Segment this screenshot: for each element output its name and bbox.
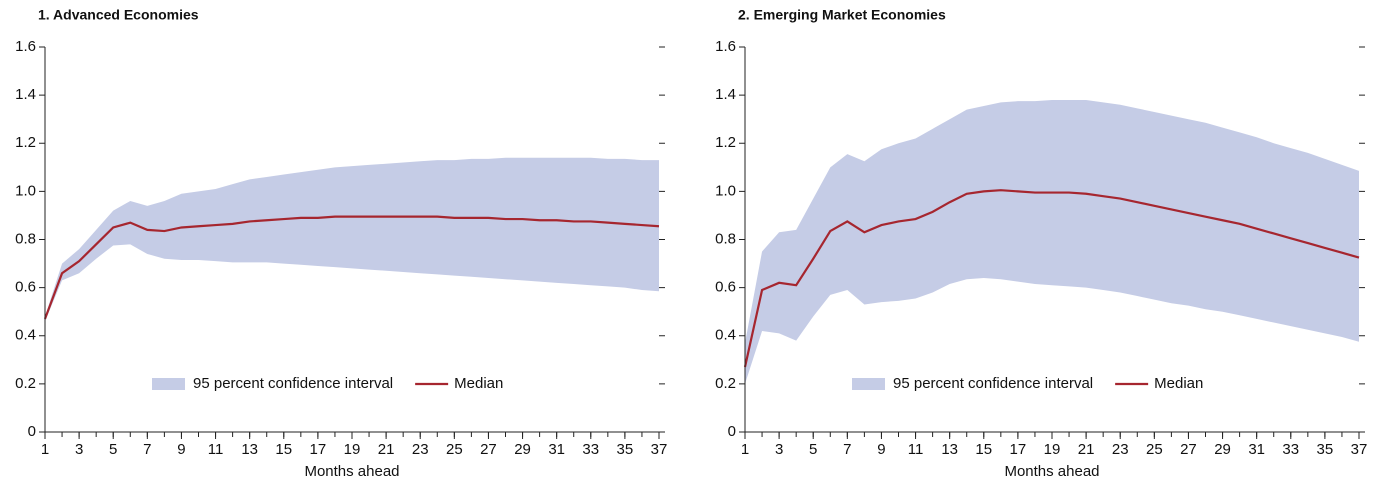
- x-tick-label: 27: [480, 441, 497, 458]
- x-tick-label: 37: [1351, 441, 1368, 458]
- y-tick-label: 1.4: [715, 86, 736, 103]
- x-tick-label: 23: [412, 441, 429, 458]
- y-tick-label: 0.8: [15, 230, 36, 247]
- x-tick-label: 21: [378, 441, 395, 458]
- median-line: [743, 189, 1360, 368]
- panel-title: 2. Emerging Market Economies: [738, 7, 946, 23]
- y-tick-label: 0.4: [715, 327, 736, 344]
- x-tick-label: 9: [177, 441, 185, 458]
- x-tick-label: 17: [310, 441, 327, 458]
- x-tick-label: 15: [975, 441, 992, 458]
- y-tick-label: 1.2: [715, 134, 736, 151]
- y-tick-label: 1.0: [715, 182, 736, 199]
- x-tick-label: 7: [143, 441, 151, 458]
- confidence-band: [45, 157, 659, 322]
- x-tick-label: 11: [208, 441, 224, 458]
- legend-label: Median: [1154, 375, 1203, 392]
- median-line: [43, 215, 660, 320]
- x-tick-label: 25: [1146, 441, 1163, 458]
- y-tick-label: 1.0: [15, 182, 36, 199]
- y-tick-label: 0: [28, 423, 36, 440]
- x-tick-label: 1: [741, 441, 749, 458]
- x-tick-label: 23: [1112, 441, 1129, 458]
- y-tick-label: 1.6: [15, 38, 36, 55]
- y-tick-label: 0: [728, 423, 736, 440]
- x-tick-label: 29: [514, 441, 531, 458]
- x-tick-label: 21: [1078, 441, 1095, 458]
- x-tick-label: 33: [582, 441, 599, 458]
- y-tick-label: 1.4: [15, 86, 36, 103]
- x-tick-label: 35: [1317, 441, 1334, 458]
- panel-title: 1. Advanced Economies: [38, 7, 199, 23]
- x-tick-label: 15: [275, 441, 292, 458]
- x-axis-label: Months ahead: [1004, 463, 1099, 480]
- x-tick-label: 27: [1180, 441, 1197, 458]
- x-tick-label: 17: [1010, 441, 1027, 458]
- x-tick-label: 37: [651, 441, 668, 458]
- x-tick-label: 7: [843, 441, 851, 458]
- x-tick-label: 5: [809, 441, 817, 458]
- x-tick-label: 35: [617, 441, 634, 458]
- y-tick-label: 1.2: [15, 134, 36, 151]
- y-tick-label: 0.6: [15, 279, 36, 296]
- x-tick-label: 25: [446, 441, 463, 458]
- x-axis-label: Months ahead: [304, 463, 399, 480]
- x-tick-label: 9: [877, 441, 885, 458]
- x-tick-label: 13: [241, 441, 258, 458]
- x-tick-label: 5: [109, 441, 117, 458]
- x-tick-label: 11: [908, 441, 924, 458]
- y-tick-label: 0.2: [715, 375, 736, 392]
- confidence-band: [745, 99, 1359, 384]
- y-tick-label: 0.6: [715, 279, 736, 296]
- x-tick-label: 33: [1282, 441, 1299, 458]
- x-tick-label: 29: [1214, 441, 1231, 458]
- y-tick-label: 0.2: [15, 375, 36, 392]
- x-tick-label: 19: [344, 441, 361, 458]
- legend-swatch-band: [852, 378, 885, 390]
- legend-label: 95 percent confidence interval: [893, 375, 1093, 392]
- legend-swatch-band: [152, 378, 185, 390]
- y-tick-label: 0.8: [715, 230, 736, 247]
- legend-label: Median: [454, 375, 503, 392]
- x-tick-label: 3: [775, 441, 783, 458]
- x-tick-label: 31: [1248, 441, 1265, 458]
- y-tick-label: 1.6: [715, 38, 736, 55]
- y-tick-label: 0.4: [15, 327, 36, 344]
- x-tick-label: 3: [75, 441, 83, 458]
- x-tick-label: 19: [1044, 441, 1061, 458]
- x-tick-label: 13: [941, 441, 958, 458]
- legend-label: 95 percent confidence interval: [193, 375, 393, 392]
- x-tick-label: 1: [41, 441, 49, 458]
- x-tick-label: 31: [548, 441, 565, 458]
